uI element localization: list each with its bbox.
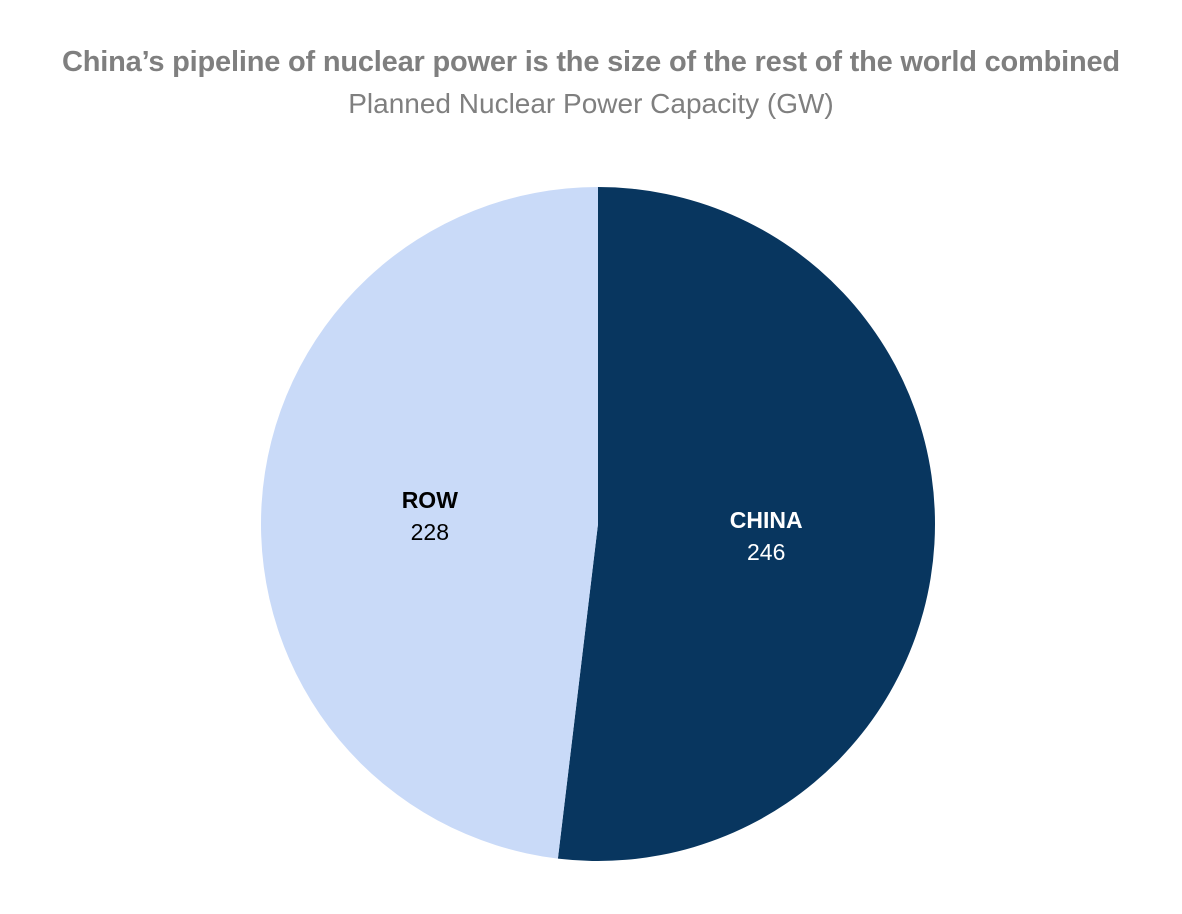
pie-slice-row [260,187,598,859]
chart-title: China’s pipeline of nuclear power is the… [62,46,1120,78]
slice-label-china: CHINA [730,507,803,533]
chart-subtitle: Planned Nuclear Power Capacity (GW) [348,88,834,119]
slice-value-row: 228 [411,519,449,545]
slice-label-row: ROW [402,487,459,513]
slice-value-china: 246 [747,539,785,565]
pie-slice-china [557,187,935,862]
